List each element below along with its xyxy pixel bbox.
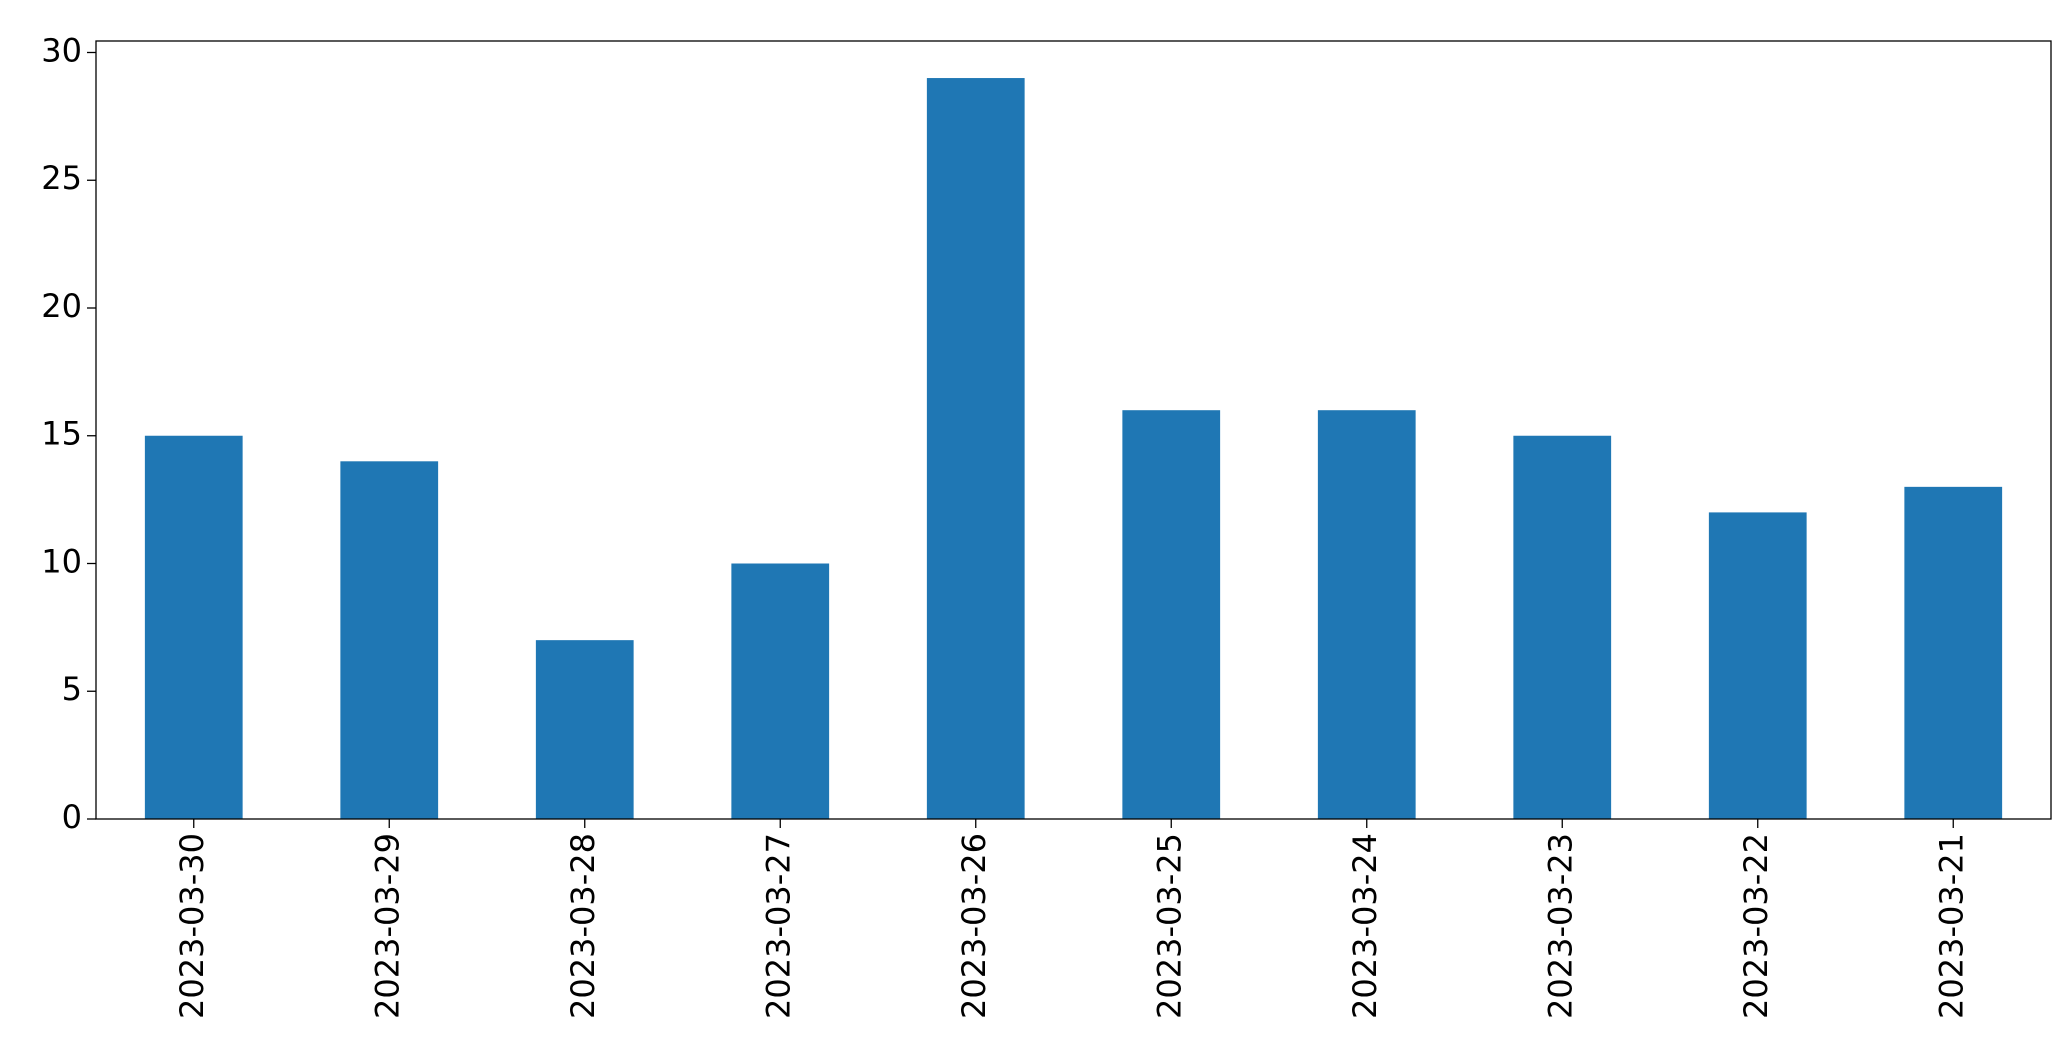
x-tick-label: 2023-03-23 [1541,833,1579,1019]
bar [1904,486,2003,819]
x-tick-label: 2023-03-24 [1346,833,1384,1019]
x-tick-label: 2023-03-30 [173,833,211,1019]
x-tick-label: 2023-03-26 [955,833,993,1019]
y-tick-label: 30 [41,31,82,69]
bar [1513,435,1612,819]
y-tick-label: 10 [41,542,82,580]
x-tick-label: 2023-03-28 [564,833,602,1019]
bar [731,563,830,819]
bar [1122,410,1221,819]
y-tick-label: 20 [41,287,82,325]
bar [1317,410,1416,819]
x-tick-label: 2023-03-22 [1737,833,1775,1019]
bar [535,640,634,819]
x-tick-label: 2023-03-25 [1150,833,1188,1019]
bar [144,435,243,819]
bar [926,78,1025,820]
y-tick-label: 0 [62,798,82,836]
x-tick-label: 2023-03-27 [759,833,797,1019]
plot-frame [95,40,2052,820]
bar [1708,512,1807,819]
y-tick-label: 25 [41,159,82,197]
y-tick-label: 5 [62,670,82,708]
x-tick-label: 2023-03-29 [368,833,406,1019]
bar [340,461,439,819]
y-tick-label: 15 [41,415,82,453]
x-tick-label: 2023-03-21 [1932,833,1970,1019]
